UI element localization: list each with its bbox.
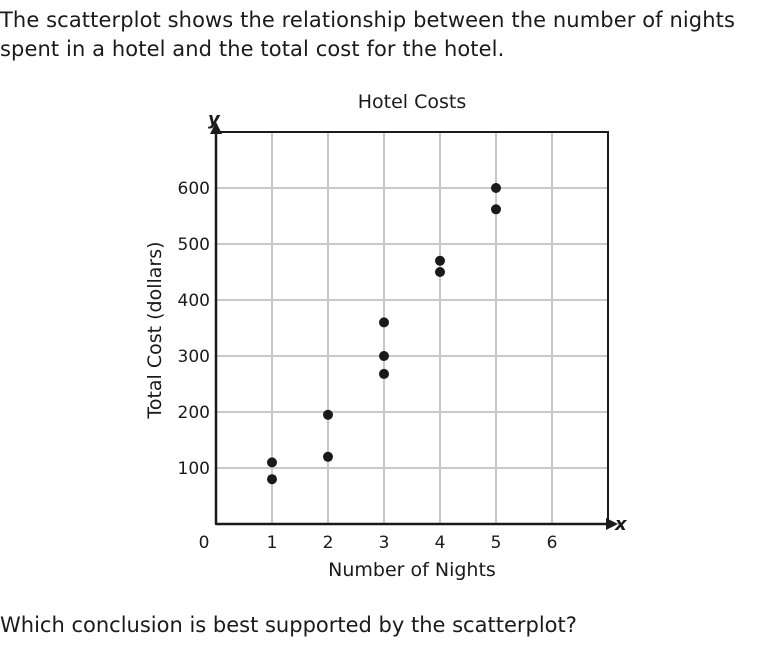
x-tick-label: 1 bbox=[267, 533, 278, 553]
data-point bbox=[379, 317, 389, 328]
x-tick-label: 3 bbox=[379, 533, 390, 553]
y-tick-label: 200 bbox=[178, 403, 210, 423]
data-point bbox=[435, 267, 445, 277]
x-tick-label: 4 bbox=[435, 533, 446, 553]
x-axis-label: Number of Nights bbox=[328, 559, 496, 581]
data-point bbox=[491, 204, 501, 215]
origin-label: 0 bbox=[199, 533, 210, 553]
x-tick-label: 5 bbox=[491, 533, 502, 553]
data-point bbox=[379, 368, 389, 379]
chart-title: Hotel Costs bbox=[358, 91, 467, 113]
x-tick-label: 6 bbox=[547, 533, 558, 553]
y-tick-label: 600 bbox=[178, 179, 210, 199]
data-point bbox=[435, 255, 445, 266]
tick-labels: 1 2 3 4 5 6 100 200 300 400 500 600 bbox=[178, 179, 558, 553]
data-point bbox=[323, 451, 333, 462]
data-point bbox=[491, 183, 501, 193]
question-text: Which conclusion is best supported by th… bbox=[0, 613, 577, 637]
x-axis-arrow-icon bbox=[606, 518, 618, 530]
data-point bbox=[267, 457, 277, 468]
chart-axes bbox=[210, 122, 618, 530]
y-axis-letter: y bbox=[208, 109, 221, 130]
chart-grid bbox=[216, 132, 608, 524]
data-points bbox=[267, 183, 501, 485]
x-axis-letter: x bbox=[614, 514, 628, 535]
y-axis-label: Total Cost (dollars) bbox=[144, 241, 166, 419]
hotel-costs-scatterplot: Hotel Costs 1 2 3 4 5 6 100 200 300 400 500 600 Num… bbox=[144, 91, 628, 581]
y-axis-arrow-icon bbox=[210, 122, 222, 134]
data-point bbox=[267, 474, 277, 485]
intro-text: The scatterplot shows the relationship b… bbox=[0, 8, 736, 61]
x-tick-label: 2 bbox=[323, 533, 334, 553]
y-tick-label: 300 bbox=[178, 347, 210, 367]
data-point bbox=[323, 409, 333, 420]
y-tick-label: 400 bbox=[178, 291, 210, 311]
data-point bbox=[379, 351, 389, 361]
y-tick-label: 100 bbox=[178, 459, 210, 479]
y-tick-label: 500 bbox=[178, 235, 210, 255]
